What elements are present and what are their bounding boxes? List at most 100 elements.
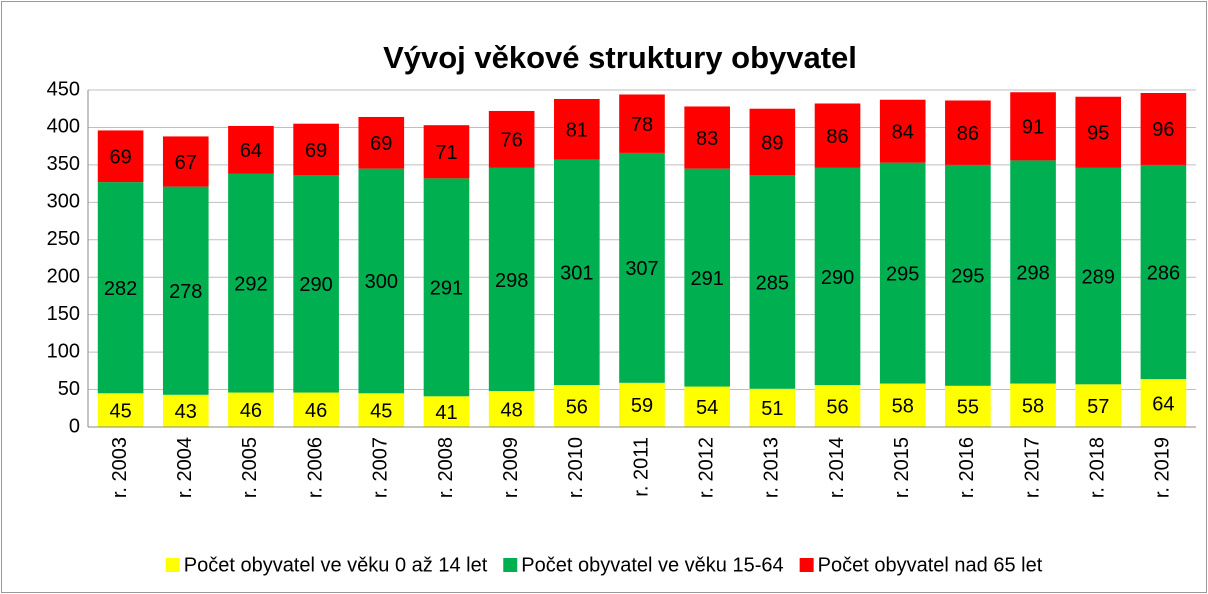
bar-segment [162, 136, 209, 187]
bar-segment [814, 103, 861, 168]
bar-segment [619, 152, 665, 383]
legend-label: Počet obyvatel ve věku 15-64 [521, 554, 783, 576]
bar-segment [293, 175, 339, 393]
y-tick-label: 400 [47, 116, 80, 138]
bar-segment [423, 178, 470, 397]
legend-swatch [799, 558, 814, 572]
bar-segment [162, 394, 209, 427]
x-tick-label: r. 2017 [1021, 437, 1043, 498]
data-label: 91 [1022, 117, 1044, 139]
x-tick-label: r. 2011 [630, 437, 652, 497]
data-label: 78 [631, 114, 653, 136]
bar-segment [358, 393, 405, 427]
x-tick-label: r. 2019 [1152, 437, 1174, 498]
bar-segment [358, 168, 405, 394]
data-label: 285 [756, 272, 789, 294]
data-label: 45 [109, 400, 131, 422]
data-label: 298 [1016, 262, 1049, 284]
data-label: 295 [886, 263, 919, 285]
bar-segment [423, 125, 470, 179]
x-tick-label: r. 2007 [370, 437, 392, 498]
data-label: 86 [826, 126, 848, 148]
bar-segment [1075, 384, 1122, 427]
x-tick-label: r. 2018 [1087, 437, 1109, 498]
y-tick-label: 50 [58, 378, 80, 400]
y-tick-label: 150 [47, 303, 80, 325]
bar-segment [358, 116, 405, 169]
y-tick-label: 450 [47, 78, 80, 100]
data-label: 76 [501, 130, 523, 152]
chart-title: Vývoj věkové struktury obyvatel [383, 40, 857, 75]
bar-segment [945, 100, 991, 165]
data-label: 55 [957, 397, 979, 419]
x-tick-label: r. 2004 [174, 437, 196, 498]
data-label: 64 [240, 140, 262, 162]
x-tick-label: r. 2014 [826, 437, 848, 498]
data-label: 46 [240, 400, 262, 422]
data-label: 278 [169, 281, 202, 303]
data-label: 69 [109, 147, 131, 169]
data-label: 307 [625, 258, 658, 280]
bar-segment [488, 110, 535, 168]
bar-segment [945, 385, 991, 427]
x-tick-label: r. 2006 [304, 437, 326, 498]
bar-segment [1075, 96, 1122, 168]
bar-segment [814, 385, 861, 427]
x-tick-label: r. 2013 [761, 437, 783, 498]
data-label: 56 [826, 396, 848, 418]
legend-label: Počet obyvatel nad 65 let [818, 554, 1043, 576]
bar-segment [814, 167, 861, 386]
data-label: 86 [957, 123, 979, 145]
bar-segment [1140, 164, 1187, 380]
legend-label: Počet obyvatel ve věku 0 až 14 let [184, 554, 488, 576]
data-label: 89 [761, 132, 783, 154]
x-tick-label: r. 2015 [891, 437, 913, 498]
bar-segment [684, 106, 730, 169]
bar-segment [228, 173, 274, 393]
data-label: 56 [566, 396, 588, 418]
data-label: 58 [892, 396, 914, 418]
data-label: 54 [696, 397, 718, 419]
data-label: 292 [234, 273, 267, 295]
bar-segment [1010, 92, 1056, 161]
data-label: 58 [1022, 396, 1044, 418]
data-label: 84 [892, 121, 914, 143]
legend: Počet obyvatel ve věku 0 až 14 let Počet … [165, 554, 1043, 576]
x-tick-label: r. 2009 [500, 437, 522, 498]
data-label: 95 [1087, 123, 1109, 145]
bar-segment [749, 388, 796, 427]
bar-segment [162, 186, 209, 395]
x-tick-label: r. 2008 [435, 437, 457, 498]
bar-segment [554, 385, 600, 427]
bar-segment [945, 164, 991, 386]
data-label: 48 [501, 399, 523, 421]
data-label: 67 [175, 152, 197, 174]
bar-segment [97, 182, 144, 394]
bar-segment [1010, 160, 1056, 384]
data-label: 289 [1082, 266, 1115, 288]
x-tick-label: r. 2003 [109, 437, 131, 498]
bar-segment [228, 392, 274, 427]
x-tick-label: r. 2012 [695, 437, 717, 498]
data-label: 290 [299, 274, 332, 296]
bar-segment [684, 386, 730, 427]
bar-segment [488, 167, 535, 392]
legend-swatch [503, 558, 518, 572]
bar-segment [97, 130, 144, 183]
bar-segment [684, 168, 730, 387]
data-label: 295 [951, 266, 984, 288]
data-label: 46 [305, 400, 327, 422]
data-label: 96 [1152, 119, 1174, 141]
bar-segment [293, 123, 339, 176]
x-tick-label: r. 2016 [956, 437, 978, 498]
data-label: 51 [761, 398, 783, 420]
bar-segment [749, 108, 796, 176]
bar-segment [1140, 92, 1187, 165]
bar-segment [293, 392, 339, 427]
bar-segment [879, 99, 926, 163]
data-label: 59 [631, 395, 653, 417]
bar-segment [1010, 383, 1056, 427]
data-label: 301 [560, 263, 593, 285]
data-label: 282 [104, 278, 137, 300]
